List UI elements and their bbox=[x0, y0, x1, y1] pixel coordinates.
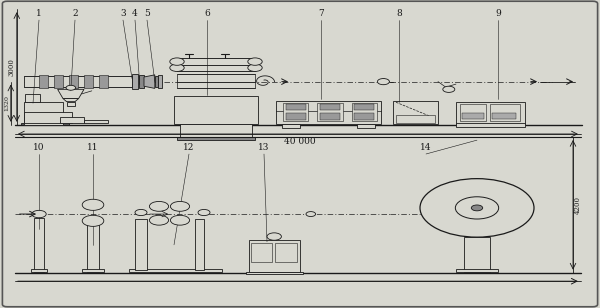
Circle shape bbox=[248, 64, 262, 71]
Bar bbox=[177, 80, 255, 88]
Bar bbox=[282, 124, 300, 128]
Bar bbox=[249, 240, 300, 272]
Bar bbox=[460, 104, 486, 121]
Bar bbox=[177, 74, 255, 82]
Bar bbox=[24, 112, 72, 123]
Bar bbox=[393, 101, 438, 124]
Bar bbox=[82, 269, 104, 272]
Text: 14: 14 bbox=[420, 143, 432, 152]
Bar bbox=[60, 117, 84, 123]
Bar bbox=[320, 113, 340, 120]
Bar bbox=[283, 103, 308, 121]
Text: 5: 5 bbox=[144, 9, 150, 18]
Circle shape bbox=[32, 210, 46, 218]
Text: 4200: 4200 bbox=[574, 196, 582, 214]
Bar bbox=[177, 137, 255, 140]
Circle shape bbox=[149, 215, 169, 225]
Bar bbox=[177, 58, 255, 65]
Circle shape bbox=[267, 233, 281, 240]
Bar bbox=[174, 96, 258, 124]
Circle shape bbox=[82, 199, 104, 210]
Bar bbox=[396, 115, 435, 123]
Bar bbox=[132, 74, 138, 89]
Circle shape bbox=[135, 209, 147, 216]
Bar bbox=[492, 113, 516, 119]
Circle shape bbox=[472, 205, 482, 211]
Polygon shape bbox=[63, 99, 79, 102]
Circle shape bbox=[170, 215, 190, 225]
Bar bbox=[464, 237, 490, 272]
Circle shape bbox=[377, 79, 389, 85]
Text: 4: 4 bbox=[132, 9, 138, 18]
Circle shape bbox=[455, 197, 499, 219]
Bar bbox=[352, 103, 377, 121]
Bar bbox=[84, 75, 93, 88]
Circle shape bbox=[170, 201, 190, 211]
Bar bbox=[320, 104, 340, 110]
Bar bbox=[276, 101, 381, 124]
Bar bbox=[456, 102, 525, 124]
Polygon shape bbox=[58, 89, 84, 99]
Circle shape bbox=[170, 64, 184, 71]
Circle shape bbox=[149, 201, 169, 211]
Text: 11: 11 bbox=[87, 143, 99, 152]
Bar bbox=[462, 113, 484, 119]
Bar bbox=[286, 113, 306, 120]
Bar bbox=[357, 124, 375, 128]
Text: 2: 2 bbox=[72, 9, 78, 18]
Bar bbox=[24, 76, 132, 87]
Bar bbox=[177, 64, 255, 71]
Text: 10: 10 bbox=[33, 143, 45, 152]
Bar bbox=[246, 272, 303, 274]
Bar bbox=[68, 82, 73, 85]
Bar bbox=[286, 104, 306, 110]
Bar bbox=[354, 104, 374, 110]
Bar bbox=[87, 224, 99, 272]
Text: 7: 7 bbox=[318, 9, 324, 18]
Bar bbox=[139, 75, 144, 88]
Bar bbox=[24, 119, 63, 125]
Text: 6: 6 bbox=[204, 9, 210, 18]
Circle shape bbox=[306, 212, 316, 217]
Text: 1: 1 bbox=[36, 9, 42, 18]
Bar bbox=[54, 75, 63, 88]
Bar bbox=[24, 116, 63, 119]
Circle shape bbox=[248, 58, 262, 65]
Bar bbox=[67, 102, 75, 106]
Bar bbox=[155, 76, 158, 87]
Circle shape bbox=[443, 86, 455, 92]
Circle shape bbox=[82, 215, 104, 226]
Bar bbox=[275, 243, 297, 262]
Text: 8: 8 bbox=[396, 9, 402, 18]
Text: 3000: 3000 bbox=[8, 58, 16, 76]
Circle shape bbox=[66, 85, 76, 90]
Circle shape bbox=[170, 58, 184, 65]
Bar bbox=[195, 219, 204, 270]
Bar bbox=[251, 243, 272, 262]
Text: 3: 3 bbox=[120, 9, 126, 18]
Bar bbox=[129, 269, 222, 272]
Bar bbox=[456, 123, 525, 127]
Bar bbox=[25, 94, 40, 102]
Polygon shape bbox=[144, 75, 155, 88]
Text: 12: 12 bbox=[184, 143, 194, 152]
Text: 9: 9 bbox=[495, 9, 501, 18]
Bar bbox=[84, 120, 108, 123]
Bar bbox=[39, 75, 48, 88]
Text: 1320: 1320 bbox=[5, 95, 10, 111]
Bar bbox=[490, 104, 520, 121]
Bar bbox=[158, 75, 162, 88]
Bar bbox=[24, 102, 63, 123]
Bar bbox=[69, 75, 78, 88]
Text: 13: 13 bbox=[259, 143, 269, 152]
Bar bbox=[180, 124, 252, 139]
Bar bbox=[34, 218, 44, 272]
Bar bbox=[135, 219, 147, 270]
Bar bbox=[354, 113, 374, 120]
Circle shape bbox=[420, 179, 534, 237]
Circle shape bbox=[198, 209, 210, 216]
Bar bbox=[456, 269, 498, 272]
Bar bbox=[99, 75, 108, 88]
Bar bbox=[21, 123, 69, 125]
